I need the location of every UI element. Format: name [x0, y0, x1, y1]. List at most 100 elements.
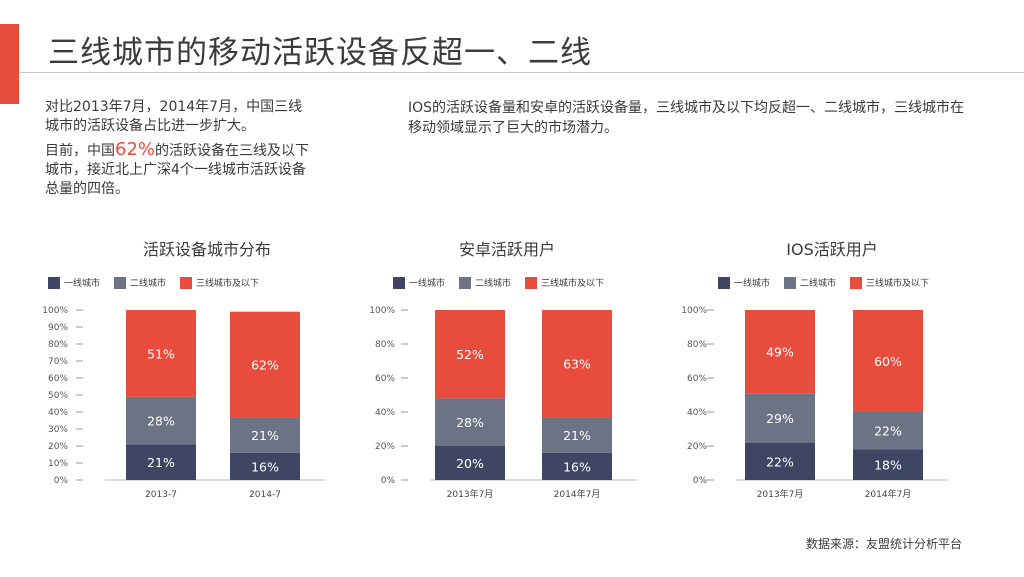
bar-data-label: 22% [874, 424, 902, 439]
bar-data-label: 16% [563, 459, 591, 474]
bar-segment-tier3 [435, 310, 505, 399]
category-label: 2014-7 [249, 490, 281, 500]
y-tick-label: 100% [42, 306, 68, 316]
chart-1-plot: 0% 10% 20% 30% 40% 50% 60% 70% 80% 90% 100% 21% 28% 5… [42, 306, 325, 500]
y-tick-label: 20% [687, 442, 707, 452]
category-label: 2014年7月 [865, 488, 912, 500]
title-divider [19, 72, 1024, 73]
left-paragraph-1: 对比2013年7月，2014年7月，中国三线城市的活跃设备占比进一步扩大。 [45, 99, 303, 134]
bar-data-label: 22% [766, 454, 794, 469]
bar-data-label: 16% [251, 459, 279, 474]
bar-data-label: 21% [147, 455, 175, 470]
legend-item-tier1: 一线城市 [393, 276, 445, 289]
y-tick-label: 90% [48, 323, 68, 333]
bar-segment-tier2 [745, 393, 815, 443]
bar-data-label: 28% [147, 414, 175, 429]
chart-1-title: 活跃设备城市分布 [142, 240, 272, 259]
category-label: 2013年7月 [447, 488, 494, 500]
bar-segment-tier2 [853, 412, 923, 450]
legend-item-tier3: 三线城市及以下 [525, 276, 604, 289]
category-label: 2014年7月 [554, 488, 601, 500]
bar-segment-tier1 [745, 442, 815, 480]
bar-segment-tier2 [126, 396, 196, 445]
y-tick-label: 60% [48, 374, 68, 384]
bar-data-label: 49% [766, 345, 794, 360]
y-tick-label: 80% [687, 340, 707, 350]
data-source: 数据来源：友盟统计分析平台 [805, 537, 962, 551]
bar-segment-tier1 [435, 446, 505, 480]
legend-swatch-tier1 [393, 276, 405, 289]
legend-item-tier1: 一线城市 [718, 276, 770, 289]
page-title: 三线城市的移动活跃设备反超一、二线 [48, 35, 592, 71]
y-tick-label: 60% [375, 374, 395, 384]
y-tick-label: 40% [375, 408, 395, 418]
bar-segment-tier3 [230, 311, 300, 418]
legend-label-tier3: 三线城市及以下 [541, 279, 605, 289]
y-tick-label: 0% [693, 476, 708, 486]
legend-swatch-tier1 [48, 276, 60, 289]
bar-segment-tier3 [853, 310, 923, 412]
chart-2-legend: 一线城市 二线城市 三线城市及以下 [393, 276, 618, 289]
bar-data-label: 52% [456, 347, 484, 362]
legend-label-tier2: 二线城市 [130, 279, 167, 289]
highlight-percent: 62% [115, 139, 156, 160]
y-tick-label: 20% [48, 442, 68, 452]
legend-swatch-tier3 [525, 276, 538, 289]
legend-swatch-tier2 [114, 276, 127, 289]
y-tick-label: 40% [687, 408, 707, 418]
bar-data-label: 51% [147, 346, 175, 361]
bar-data-label: 28% [456, 415, 484, 430]
y-tick-label: 80% [375, 340, 395, 350]
y-tick-label: 0% [381, 476, 396, 486]
bar-data-label: 63% [563, 357, 591, 372]
legend-label-tier2: 二线城市 [475, 279, 512, 289]
category-label: 2013-7 [145, 490, 177, 500]
legend-swatch-tier3 [850, 276, 863, 289]
bar-data-label: 21% [563, 428, 591, 443]
legend-label-tier1: 一线城市 [734, 279, 771, 289]
chart-3-title: IOS活跃用户 [786, 240, 878, 259]
bar-data-label: 21% [251, 428, 279, 443]
legend-item-tier3: 三线城市及以下 [850, 276, 929, 289]
y-tick-label: 50% [48, 391, 68, 401]
y-tick-label: 10% [48, 459, 68, 469]
accent-bar [0, 24, 19, 104]
chart-2-plot: 0% 20% 40% 60% 80% 100% 20% 28% 52% 2013年7月 16% 21%… [369, 306, 637, 500]
y-tick-label: 30% [48, 425, 68, 435]
legend-swatch-tier3 [180, 276, 193, 289]
legend-item-tier1: 一线城市 [48, 276, 100, 289]
legend-swatch-tier2 [784, 276, 797, 289]
bar-data-label: 60% [874, 354, 902, 369]
left-paragraph-2-post: 的活跃设备在三线及以下城市，接近北上广深4个一线城市活跃设备总量的四倍。 [45, 143, 310, 197]
legend-label-tier3: 三线城市及以下 [196, 279, 260, 289]
chart-2-title: 安卓活跃用户 [458, 240, 556, 259]
legend-swatch-tier2 [459, 276, 472, 289]
bar-segment-tier2 [542, 417, 612, 453]
legend-label-tier2: 二线城市 [800, 279, 837, 289]
bar-segment-tier1 [126, 444, 196, 480]
legend-item-tier2: 二线城市 [459, 276, 511, 289]
y-tick-label: 60% [687, 374, 707, 384]
y-tick-label: 70% [48, 357, 68, 367]
left-description: 对比2013年7月，2014年7月，中国三线城市的活跃设备占比进一步扩大。 目前… [45, 98, 310, 203]
y-tick-label: 20% [375, 442, 395, 452]
bar-segment-tier3 [542, 310, 612, 418]
bar-segment-tier2 [435, 398, 505, 446]
legend-item-tier2: 二线城市 [114, 276, 166, 289]
bar-segment-tier1 [542, 452, 612, 480]
y-tick-label: 100% [369, 306, 395, 316]
bar-segment-tier2 [230, 417, 300, 453]
category-label: 2013年7月 [757, 488, 804, 500]
legend-item-tier2: 二线城市 [784, 276, 836, 289]
bar-segment-tier3 [745, 310, 815, 394]
bar-segment-tier3 [126, 310, 196, 397]
chart-1-legend: 一线城市 二线城市 三线城市及以下 [48, 276, 273, 289]
y-tick-label: 80% [48, 340, 68, 350]
y-tick-label: 40% [48, 408, 68, 418]
bar-data-label: 62% [251, 357, 279, 372]
bar-segment-tier1 [230, 452, 300, 480]
bar-data-label: 18% [874, 458, 902, 473]
right-description: IOS的活跃设备量和安卓的活跃设备量，三线城市及以下均反超一、二线城市，三线城市… [408, 100, 965, 136]
legend-label-tier3: 三线城市及以下 [866, 279, 930, 289]
y-tick-label: 100% [681, 306, 707, 316]
